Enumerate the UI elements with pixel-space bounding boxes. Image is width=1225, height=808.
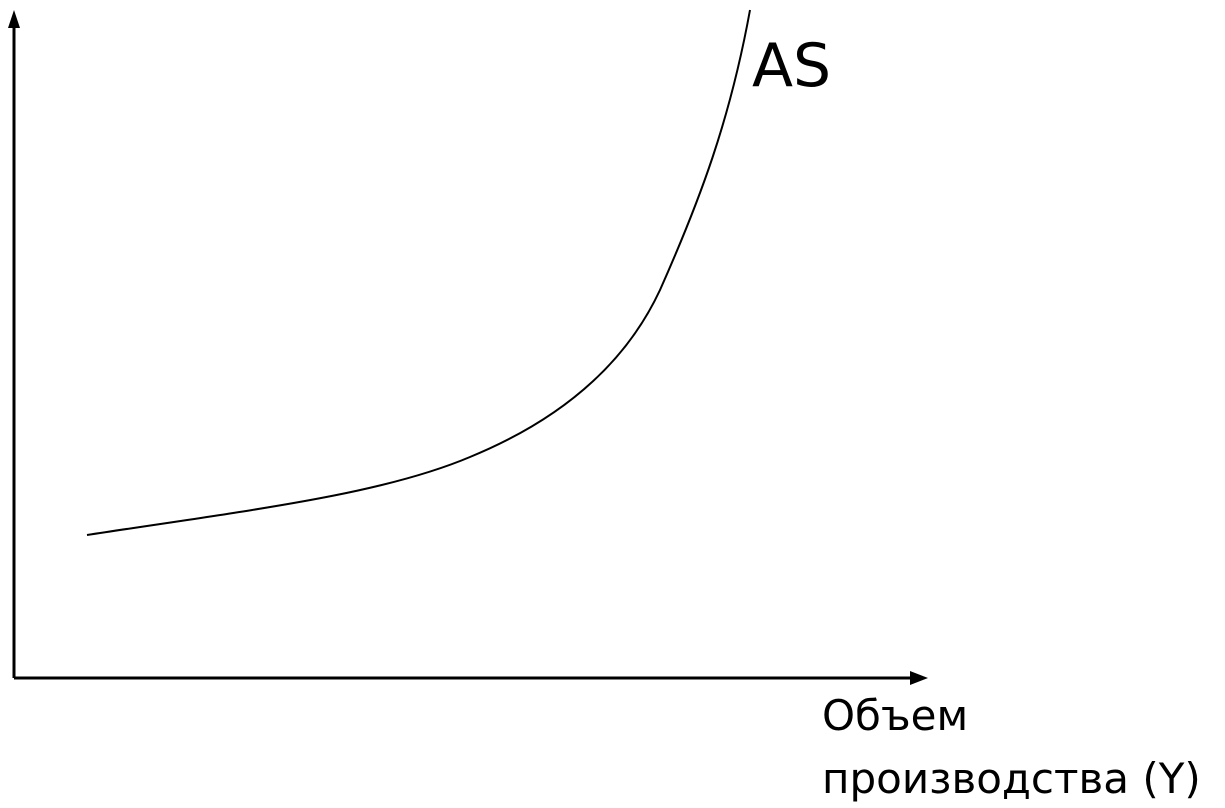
as-curve-label: AS xyxy=(752,31,831,101)
as-curve xyxy=(86,9,751,536)
y-axis-arrow-icon xyxy=(8,10,20,28)
y-axis xyxy=(8,10,20,678)
x-axis-label: Объем производства (Y) xyxy=(822,691,1201,803)
x-axis-arrow-icon xyxy=(910,671,928,685)
x-axis xyxy=(14,671,928,685)
x-axis-label-line1: Объем xyxy=(822,691,968,740)
x-axis-label-line2: производства (Y) xyxy=(822,754,1201,803)
